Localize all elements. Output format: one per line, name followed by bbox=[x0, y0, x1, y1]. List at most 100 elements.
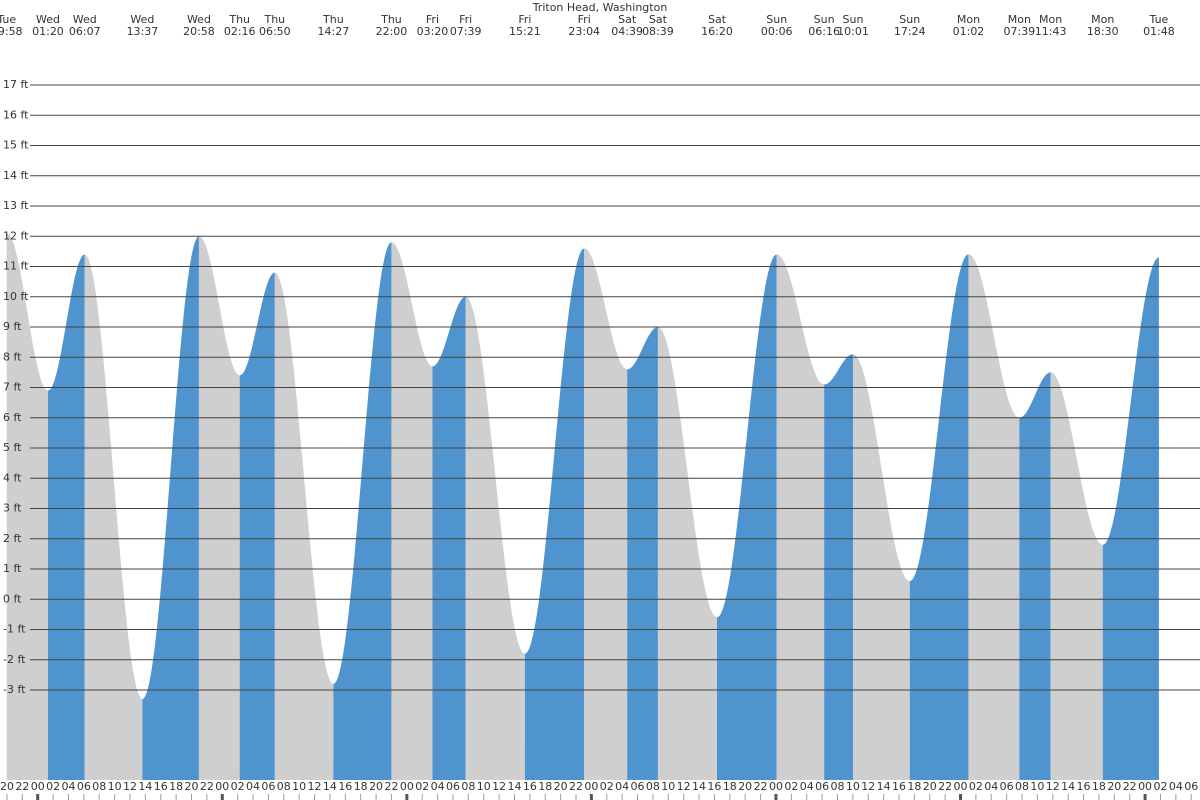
rising-area bbox=[627, 327, 658, 780]
rising-area bbox=[909, 254, 969, 780]
x-tick-label: 22 bbox=[754, 780, 768, 793]
x-tick-label: 10 bbox=[1030, 780, 1044, 793]
extreme-day: Thu bbox=[380, 13, 402, 26]
falling-area bbox=[657, 327, 717, 780]
x-tick-label: 12 bbox=[677, 780, 691, 793]
x-tick-label: 22 bbox=[200, 780, 214, 793]
y-tick-label: 7 ft bbox=[3, 381, 22, 394]
y-tick-label: 11 ft bbox=[3, 260, 29, 273]
x-tick-label: 04 bbox=[61, 780, 75, 793]
x-tick-label: 08 bbox=[277, 780, 291, 793]
extreme-time: 19:58 bbox=[0, 25, 23, 38]
extreme-time: 00:06 bbox=[761, 25, 793, 38]
x-tick-label: 16 bbox=[338, 780, 352, 793]
extreme-day: Sat bbox=[708, 13, 727, 26]
extreme-time: 07:39 bbox=[450, 25, 482, 38]
x-tick-label: 18 bbox=[169, 780, 183, 793]
y-tick-label: 3 ft bbox=[3, 502, 22, 515]
x-tick-label: 14 bbox=[138, 780, 152, 793]
x-tick-label: 00 bbox=[954, 780, 968, 793]
x-tick-label: 02 bbox=[784, 780, 798, 793]
x-tick-label: 02 bbox=[1153, 780, 1167, 793]
extreme-day: Wed bbox=[187, 13, 211, 26]
y-tick-label: 15 ft bbox=[3, 139, 29, 152]
rising-area bbox=[1019, 372, 1051, 780]
falling-area bbox=[391, 242, 433, 781]
x-tick-label: 16 bbox=[892, 780, 906, 793]
extreme-day: Sat bbox=[618, 13, 637, 26]
extreme-time: 16:20 bbox=[701, 25, 733, 38]
extreme-day: Sun bbox=[899, 13, 920, 26]
extreme-time: 01:20 bbox=[32, 25, 64, 38]
extreme-time: 23:04 bbox=[568, 25, 600, 38]
x-tick-label: 18 bbox=[723, 780, 737, 793]
extreme-day: Fri bbox=[459, 13, 472, 26]
extreme-day: Tue bbox=[0, 13, 16, 26]
x-tick-label: 06 bbox=[815, 780, 829, 793]
x-tick-label: 06 bbox=[1000, 780, 1014, 793]
y-tick-label: 0 ft bbox=[3, 592, 22, 605]
y-tick-label: 1 ft bbox=[3, 562, 22, 575]
x-tick-label: 22 bbox=[938, 780, 952, 793]
rising-area bbox=[47, 254, 85, 780]
x-tick-label: 04 bbox=[615, 780, 629, 793]
falling-area bbox=[968, 254, 1020, 780]
x-tick-label: 00 bbox=[215, 780, 229, 793]
falling-area bbox=[274, 272, 334, 780]
x-tick-label: 14 bbox=[692, 780, 706, 793]
y-tick-label: 14 ft bbox=[3, 169, 29, 182]
x-tick-label: 12 bbox=[861, 780, 875, 793]
falling-area bbox=[6, 233, 48, 781]
x-tick-label: 20 bbox=[1107, 780, 1121, 793]
extreme-day: Mon bbox=[957, 13, 980, 26]
extreme-time: 17:24 bbox=[894, 25, 926, 38]
extreme-day: Wed bbox=[130, 13, 154, 26]
extreme-time: 06:50 bbox=[259, 25, 291, 38]
falling-area bbox=[1050, 372, 1103, 780]
x-tick-label: 20 bbox=[738, 780, 752, 793]
extreme-time: 18:30 bbox=[1087, 25, 1119, 38]
x-tick-label: 02 bbox=[969, 780, 983, 793]
x-tick-label: 12 bbox=[492, 780, 506, 793]
y-tick-label: 12 ft bbox=[3, 229, 29, 242]
extreme-time: 06:16 bbox=[808, 25, 840, 38]
extreme-time: 11:43 bbox=[1035, 25, 1067, 38]
rising-area bbox=[333, 242, 392, 781]
x-tick-label: 20 bbox=[0, 780, 14, 793]
extreme-day: Fri bbox=[578, 13, 591, 26]
x-tick-label: 00 bbox=[1138, 780, 1152, 793]
x-tick-label: 10 bbox=[108, 780, 122, 793]
x-tick-label: 08 bbox=[92, 780, 106, 793]
y-tick-label: -3 ft bbox=[3, 683, 26, 696]
x-tick-label: 08 bbox=[830, 780, 844, 793]
extreme-day: Sun bbox=[843, 13, 864, 26]
extreme-day: Thu bbox=[228, 13, 250, 26]
extreme-time: 22:00 bbox=[376, 25, 408, 38]
x-tick-label: 00 bbox=[584, 780, 598, 793]
chart-title: Triton Head, Washington bbox=[532, 1, 668, 14]
falling-area bbox=[776, 254, 825, 780]
extreme-day: Sun bbox=[766, 13, 787, 26]
x-tick-label: 10 bbox=[661, 780, 675, 793]
x-tick-label: 18 bbox=[1092, 780, 1106, 793]
rising-area bbox=[1102, 257, 1159, 780]
extreme-day: Wed bbox=[73, 13, 97, 26]
extreme-time: 02:16 bbox=[224, 25, 256, 38]
rising-area bbox=[716, 254, 777, 780]
y-tick-label: 10 ft bbox=[3, 290, 29, 303]
x-tick-label: 18 bbox=[538, 780, 552, 793]
extreme-time: 04:39 bbox=[611, 25, 643, 38]
x-tick-label: 10 bbox=[292, 780, 306, 793]
x-tick-label: 12 bbox=[123, 780, 137, 793]
x-tick-label: 22 bbox=[569, 780, 583, 793]
x-tick-label: 20 bbox=[369, 780, 383, 793]
extreme-day: Sat bbox=[649, 13, 668, 26]
y-tick-label: 2 ft bbox=[3, 532, 22, 545]
x-tick-label: 20 bbox=[923, 780, 937, 793]
x-tick-label: 16 bbox=[154, 780, 168, 793]
x-tick-label: 12 bbox=[1046, 780, 1060, 793]
extreme-day: Sun bbox=[814, 13, 835, 26]
x-tick-label: 14 bbox=[877, 780, 891, 793]
x-tick-label: 14 bbox=[507, 780, 521, 793]
